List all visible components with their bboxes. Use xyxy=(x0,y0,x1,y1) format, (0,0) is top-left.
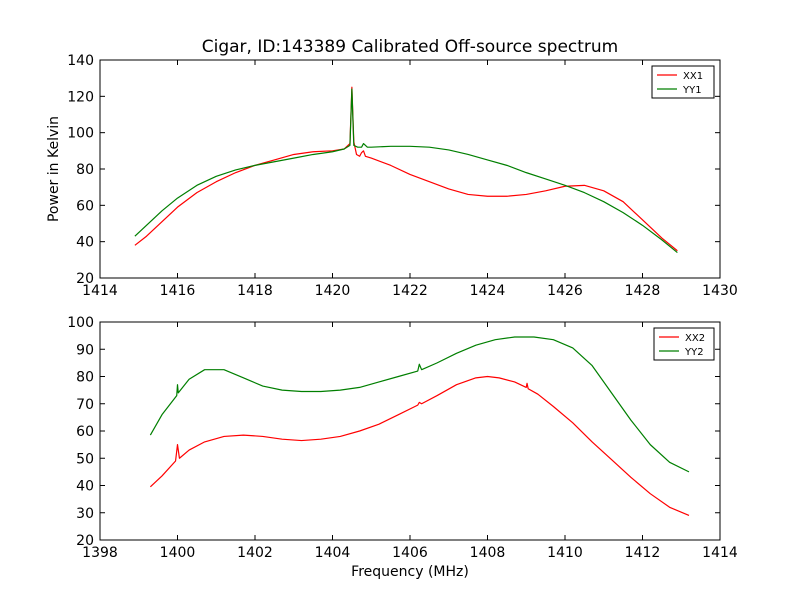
bottom-legend-label-xx2: XX2 xyxy=(685,333,705,344)
bottom-x-tick-label: 1406 xyxy=(392,545,428,561)
top-y-tick-label: 60 xyxy=(76,198,94,214)
top-x-tick-label: 1418 xyxy=(237,283,273,299)
top-y-tick-label: 20 xyxy=(76,271,94,287)
top-legend-label-xx1: XX1 xyxy=(683,71,703,82)
top-legend-box xyxy=(651,65,715,99)
top-series-xx1-line xyxy=(134,86,678,252)
top-x-tick-label: 1428 xyxy=(625,283,661,299)
bottom-y-tick-label: 70 xyxy=(76,397,94,413)
bottom-y-tick-label: 80 xyxy=(76,370,94,386)
top-y-tick-label: 40 xyxy=(76,235,94,251)
bottom-y-tick-label: 20 xyxy=(76,533,94,549)
top-y-tick-label: 80 xyxy=(76,162,94,178)
bottom-series-xx2-line xyxy=(149,375,690,517)
bottom-y-tick-label: 50 xyxy=(76,451,94,467)
top-x-tick-label: 1422 xyxy=(392,283,428,299)
bottom-plot: 1398 1400 1402 1404 1406 1408 1410 1412 1414 20 30… xyxy=(67,315,738,561)
bottom-x-tick-label: 1402 xyxy=(237,545,273,561)
bottom-y-tick-label: 60 xyxy=(76,424,94,440)
top-y-tick-label: 100 xyxy=(67,126,94,142)
chart-title: Cigar, ID:143389 Calibrated Off-source s… xyxy=(202,37,619,57)
top-y-tick-label: 140 xyxy=(67,53,94,69)
top-y-tick-label: 120 xyxy=(67,89,94,105)
bottom-x-tick-label: 1408 xyxy=(470,545,506,561)
bottom-y-tick-label: 90 xyxy=(76,342,94,358)
bottom-y-tick-label: 30 xyxy=(76,506,94,522)
bottom-legend-box xyxy=(653,327,715,361)
bottom-x-tick-label: 1410 xyxy=(547,545,583,561)
top-plot: 1414 1416 1418 1420 1422 1424 1426 1428 1430 20 40… xyxy=(67,53,738,299)
top-x-tick-label: 1414 xyxy=(82,283,118,299)
bottom-x-tick-label: 1404 xyxy=(315,545,351,561)
top-x-tick-label: 1420 xyxy=(315,283,351,299)
bottom-series-yy2-line xyxy=(149,336,690,473)
top-series-yy1-line xyxy=(134,88,678,254)
bottom-x-tick-label: 1414 xyxy=(702,545,738,561)
bottom-x-tick-label: 1400 xyxy=(160,545,196,561)
bottom-x-tick-label: 1412 xyxy=(625,545,661,561)
top-legend-label-yy1: YY1 xyxy=(682,85,702,96)
bottom-legend-label-yy2: YY2 xyxy=(684,347,704,358)
top-y-axis-label: Power in Kelvin xyxy=(46,116,62,222)
top-x-tick-label: 1424 xyxy=(470,283,506,299)
bottom-x-tick-label: 1398 xyxy=(82,545,118,561)
bottom-x-axis-label: Frequency (MHz) xyxy=(351,564,469,580)
top-x-tick-label: 1430 xyxy=(702,283,738,299)
top-x-tick-label: 1416 xyxy=(160,283,196,299)
bottom-y-tick-label: 100 xyxy=(67,315,94,331)
bottom-y-tick-label: 40 xyxy=(76,479,94,495)
top-x-tick-label: 1426 xyxy=(547,283,583,299)
